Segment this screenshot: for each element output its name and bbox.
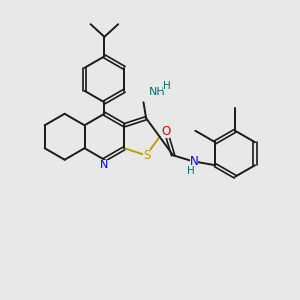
Text: S: S	[143, 149, 150, 162]
Text: NH: NH	[149, 87, 166, 97]
Text: H: H	[187, 166, 195, 176]
Text: N: N	[190, 155, 199, 168]
Text: O: O	[161, 125, 170, 138]
Text: H: H	[163, 81, 170, 91]
Text: N: N	[100, 160, 109, 170]
